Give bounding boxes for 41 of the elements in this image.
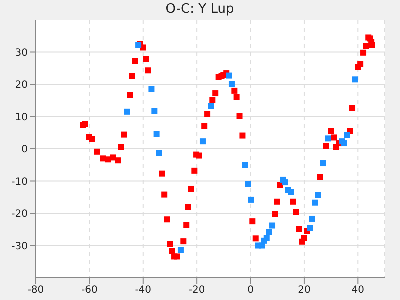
point: [270, 222, 276, 229]
x-tick-label: -20: [188, 285, 206, 296]
point: [309, 216, 316, 222]
point: [242, 162, 248, 168]
chart-title: O-C: Y Lup: [164, 1, 236, 19]
x-tick-label: 20: [298, 285, 311, 296]
point: [307, 225, 314, 232]
point: [245, 181, 252, 188]
point: [228, 82, 235, 88]
y-tick-label: 30: [15, 48, 28, 59]
point: [226, 72, 232, 79]
x-tick-label: -60: [82, 285, 98, 296]
x-tick-label: -40: [135, 285, 152, 296]
y-tick-label: 20: [15, 80, 28, 92]
y-tick-label: -30: [12, 241, 28, 252]
x-tick-label: 40: [352, 285, 365, 296]
point: [315, 192, 322, 198]
point: [208, 103, 214, 110]
point: [325, 136, 332, 142]
point: [264, 235, 270, 242]
point: [352, 76, 358, 83]
point: [312, 200, 318, 206]
y-tick-label: -10: [12, 176, 28, 188]
point: [248, 196, 254, 203]
point: [154, 131, 160, 138]
point: [124, 108, 130, 115]
point: [282, 180, 288, 186]
y-tick-label: 0: [22, 144, 28, 156]
point: [148, 86, 155, 92]
x-tick-label: -80: [28, 285, 44, 296]
point: [344, 132, 350, 138]
point: [288, 189, 294, 196]
point: [152, 108, 158, 114]
x-tick-label: 0: [248, 285, 254, 296]
point: [156, 150, 162, 156]
y-tick-label: -20: [12, 209, 28, 220]
point: [178, 247, 184, 254]
y-tick-label: 10: [15, 112, 28, 124]
point: [320, 160, 326, 167]
point: [266, 229, 272, 236]
point: [200, 138, 206, 145]
